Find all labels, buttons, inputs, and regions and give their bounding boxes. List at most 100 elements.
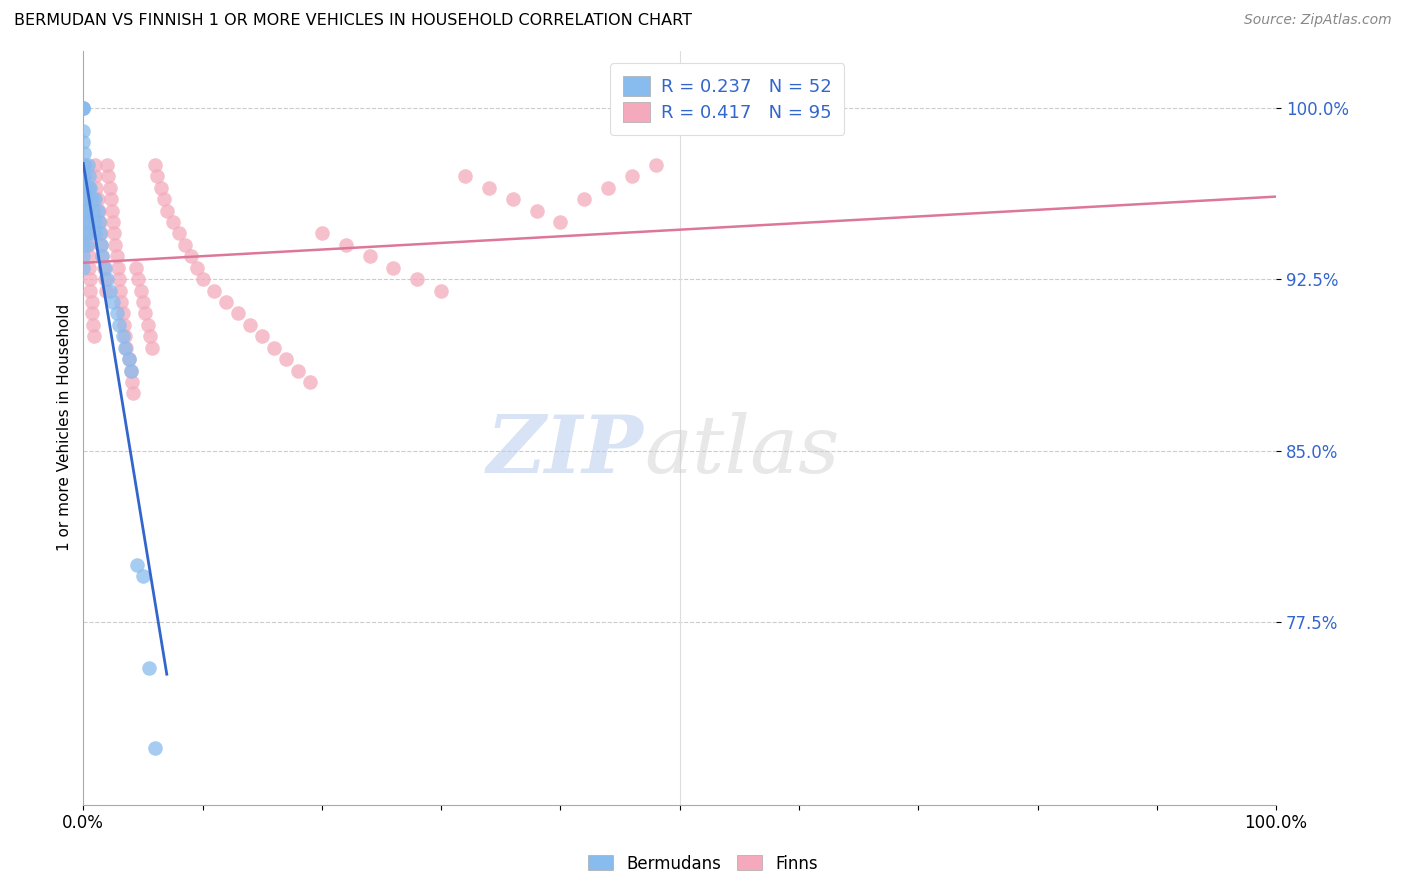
Point	[72, 101, 94, 115]
Point	[89, 215, 111, 229]
Point	[406, 272, 429, 286]
Point	[298, 375, 321, 389]
Point	[122, 386, 145, 401]
Point	[114, 341, 136, 355]
Point	[103, 227, 125, 241]
Point	[162, 215, 184, 229]
Point	[76, 203, 98, 218]
Point	[72, 101, 94, 115]
Point	[73, 158, 96, 172]
Point	[72, 169, 94, 184]
Point	[620, 169, 643, 184]
Point	[136, 318, 159, 332]
Point	[72, 181, 94, 195]
Point	[98, 181, 121, 195]
Point	[250, 329, 273, 343]
Point	[80, 192, 103, 206]
Point	[83, 329, 105, 343]
Point	[574, 192, 596, 206]
Point	[94, 284, 117, 298]
Point	[105, 306, 128, 320]
Text: Source: ZipAtlas.com: Source: ZipAtlas.com	[1244, 13, 1392, 28]
Point	[121, 375, 143, 389]
Point	[76, 227, 98, 241]
Point	[104, 238, 127, 252]
Point	[112, 318, 135, 332]
Point	[94, 272, 117, 286]
Point	[76, 215, 98, 229]
Point	[75, 181, 97, 195]
Point	[125, 558, 148, 572]
Point	[72, 123, 94, 137]
Point	[186, 260, 208, 275]
Point	[191, 272, 214, 286]
Point	[77, 238, 100, 252]
Point	[156, 203, 179, 218]
Point	[84, 158, 107, 172]
Point	[72, 249, 94, 263]
Point	[526, 203, 548, 218]
Point	[77, 249, 100, 263]
Point	[72, 169, 94, 184]
Point	[478, 181, 501, 195]
Point	[72, 181, 94, 195]
Point	[91, 249, 114, 263]
Point	[311, 227, 333, 241]
Point	[94, 260, 117, 275]
Point	[76, 238, 98, 252]
Point	[77, 158, 100, 172]
Legend: R = 0.237   N = 52, R = 0.417   N = 95: R = 0.237 N = 52, R = 0.417 N = 95	[610, 63, 845, 135]
Point	[644, 158, 666, 172]
Text: atlas: atlas	[644, 411, 839, 489]
Point	[75, 192, 97, 206]
Point	[129, 284, 152, 298]
Text: ZIP: ZIP	[486, 411, 644, 489]
Point	[132, 569, 155, 583]
Point	[77, 169, 100, 184]
Point	[101, 295, 124, 310]
Point	[132, 295, 155, 310]
Point	[79, 181, 101, 195]
Point	[120, 363, 142, 377]
Point	[72, 260, 94, 275]
Point	[110, 284, 132, 298]
Point	[72, 101, 94, 115]
Point	[72, 192, 94, 206]
Point	[72, 135, 94, 149]
Legend: Bermudans, Finns: Bermudans, Finns	[581, 848, 825, 880]
Point	[141, 341, 163, 355]
Point	[77, 181, 100, 195]
Point	[120, 363, 142, 377]
Point	[138, 660, 160, 674]
Point	[111, 329, 134, 343]
Point	[77, 227, 100, 241]
Point	[215, 295, 238, 310]
Point	[101, 215, 124, 229]
Point	[173, 238, 195, 252]
Point	[76, 215, 98, 229]
Point	[204, 284, 226, 298]
Point	[180, 249, 202, 263]
Point	[146, 169, 169, 184]
Point	[167, 227, 190, 241]
Point	[91, 249, 114, 263]
Point	[73, 169, 96, 184]
Point	[98, 284, 121, 298]
Point	[96, 272, 118, 286]
Point	[86, 181, 108, 195]
Point	[117, 352, 139, 367]
Point	[80, 306, 103, 320]
Point	[149, 181, 172, 195]
Text: BERMUDAN VS FINNISH 1 OR MORE VEHICLES IN HOUSEHOLD CORRELATION CHART: BERMUDAN VS FINNISH 1 OR MORE VEHICLES I…	[14, 13, 692, 29]
Point	[72, 215, 94, 229]
Point	[93, 260, 115, 275]
Point	[87, 215, 110, 229]
Point	[101, 203, 124, 218]
Point	[83, 215, 105, 229]
Point	[263, 341, 285, 355]
Point	[80, 295, 103, 310]
Point	[77, 260, 100, 275]
Point	[82, 318, 104, 332]
Point	[89, 227, 111, 241]
Point	[75, 192, 97, 206]
